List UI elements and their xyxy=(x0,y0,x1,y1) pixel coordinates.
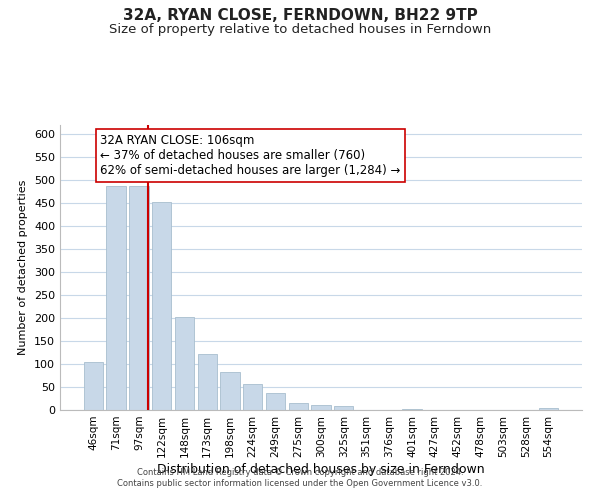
Bar xyxy=(129,186,149,410)
Text: Size of property relative to detached houses in Ferndown: Size of property relative to detached ho… xyxy=(109,22,491,36)
Bar xyxy=(220,372,239,410)
Bar xyxy=(84,362,103,410)
Bar xyxy=(311,406,331,410)
Text: 32A RYAN CLOSE: 106sqm
← 37% of detached houses are smaller (760)
62% of semi-de: 32A RYAN CLOSE: 106sqm ← 37% of detached… xyxy=(100,134,401,177)
Bar xyxy=(539,408,558,410)
Bar xyxy=(289,402,308,410)
Y-axis label: Number of detached properties: Number of detached properties xyxy=(19,180,28,355)
X-axis label: Distribution of detached houses by size in Ferndown: Distribution of detached houses by size … xyxy=(157,462,485,475)
Bar xyxy=(266,394,285,410)
Text: 32A, RYAN CLOSE, FERNDOWN, BH22 9TP: 32A, RYAN CLOSE, FERNDOWN, BH22 9TP xyxy=(122,8,478,22)
Bar xyxy=(243,384,262,410)
Bar xyxy=(334,406,353,410)
Bar xyxy=(106,186,126,410)
Bar xyxy=(403,408,422,410)
Text: Contains HM Land Registry data © Crown copyright and database right 2024.
Contai: Contains HM Land Registry data © Crown c… xyxy=(118,468,482,487)
Bar xyxy=(175,317,194,410)
Bar xyxy=(197,354,217,410)
Bar xyxy=(152,202,172,410)
